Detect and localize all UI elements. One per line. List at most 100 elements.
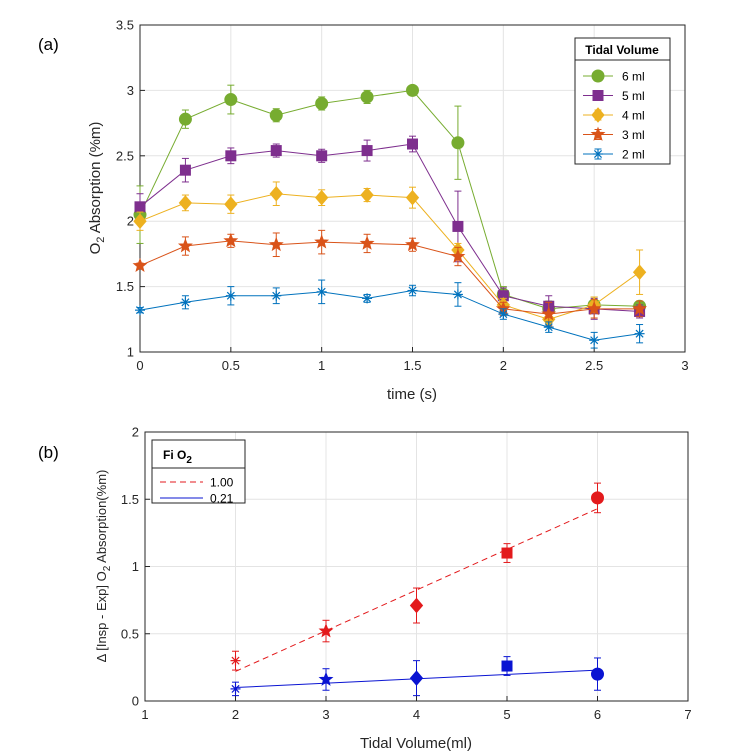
panel-a-data-point xyxy=(362,293,373,304)
panel-a-data-point xyxy=(269,185,283,202)
panel-b-ticks: 1 2 3 4 5 6 7 0 0.5 1 1.5 2 xyxy=(121,425,692,723)
panel-b-x-tick-label: 1 xyxy=(141,707,148,722)
panel-a-legend-label: 5 ml xyxy=(622,89,645,103)
panel-a-data-point-stroke-d2 xyxy=(408,286,417,295)
panel-a-legend-item-2-ml: 2 ml xyxy=(583,148,645,162)
panel-a-legend-marker-stroke-d2 xyxy=(593,149,603,159)
panel-a-legend-item-3-ml: 3 ml xyxy=(583,126,645,142)
panel-a-series-line-2-ml xyxy=(139,290,640,341)
panel-a-data-point-stroke-d2 xyxy=(363,294,372,303)
panel-a-data-point xyxy=(132,257,148,273)
panel-a-data-point-shape xyxy=(315,189,329,206)
panel-a-data-point xyxy=(178,195,193,211)
panel-a-data-point-shape xyxy=(632,264,647,280)
panel-b-data-point xyxy=(501,660,513,672)
panel-b-series xyxy=(230,482,604,697)
panel-a-data-point xyxy=(634,328,645,339)
panel-a-data-point-shape xyxy=(359,235,375,250)
panel-a-x-tick-label: 2.5 xyxy=(585,358,603,373)
panel-b-y-tick-label: 0.5 xyxy=(121,626,139,641)
panel-a-series-line-6-ml xyxy=(139,89,640,310)
panel-b-data-point xyxy=(409,597,424,614)
panel-a-legend-marker xyxy=(590,126,606,141)
panel-b-fit-line xyxy=(235,508,598,672)
panel-a-data-point xyxy=(271,290,282,301)
panel-a-x-tick-label: 0 xyxy=(136,358,143,373)
panel-a-legend-marker xyxy=(593,149,603,159)
panel-a-data-point-shape xyxy=(451,136,465,150)
panel-a-data-point xyxy=(315,189,329,206)
panel-b-legend: Fi O2 1.00 0.21 xyxy=(151,439,246,506)
panel-a-data-point xyxy=(589,335,600,346)
panel-a-x-tick-label: 3 xyxy=(681,358,688,373)
panel-a-data-point xyxy=(268,236,284,252)
panel-a-legend-marker xyxy=(591,69,605,83)
panel-a-data-point xyxy=(586,301,602,316)
panel-a-data-point-shape xyxy=(405,236,420,252)
panel-a-data-point xyxy=(361,145,373,157)
panel-a-legend-marker xyxy=(592,90,604,101)
panel-b-data-point-shape xyxy=(409,670,424,686)
panel-b-legend-item-0-21: 0.21 xyxy=(160,492,234,506)
panel-b-y-axis-title: Δ [Insp - Exp] O2 Absorption(%m) xyxy=(94,470,113,663)
panel-a-legend-label: 3 ml xyxy=(622,128,645,142)
panel-a-data-point-shape xyxy=(133,213,147,229)
panel-a-y-tick-label: 1 xyxy=(127,345,134,360)
panel-b-data-point xyxy=(591,491,604,505)
panel-a-data-point-shape xyxy=(134,201,146,213)
panel-b-x-tick-label: 3 xyxy=(322,707,329,722)
panel-a-data-point-shape xyxy=(179,164,191,176)
panel-a-data-point-shape xyxy=(224,93,238,107)
panel-a-data-point-stroke-d2 xyxy=(272,291,281,300)
panel-a-label: (a) xyxy=(38,35,59,54)
panel-b-legend-items: 1.00 0.21 xyxy=(160,476,234,506)
panel-a-data-point xyxy=(498,309,509,320)
panel-b-y-tick-label: 1.5 xyxy=(121,492,139,507)
panel-a-data-point-shape xyxy=(224,196,238,212)
panel-a-data-point xyxy=(452,220,464,232)
panel-a-data-point-shape xyxy=(316,150,328,162)
panel-a-data-point xyxy=(315,96,329,110)
panel-a-data-point xyxy=(407,285,418,296)
panel-b-legend-title: Fi O2 xyxy=(163,448,192,466)
panel-a-data-point-shape xyxy=(178,112,192,126)
panel-a-data-point-shape xyxy=(405,189,420,206)
panel-a-data-point xyxy=(314,234,330,249)
panel-a-data-point xyxy=(178,112,192,126)
panel-a-data-point-shape xyxy=(270,145,282,157)
panel-b-data-point-shape xyxy=(318,671,334,686)
panel-a-data-point-stroke-d2 xyxy=(317,287,326,296)
panel-b-data-point-shape xyxy=(501,547,513,559)
panel-a-data-point-stroke-d2 xyxy=(635,329,644,338)
panel-a-series-line-4-ml xyxy=(139,193,640,320)
panel-a-data-point-shape xyxy=(315,96,329,110)
panel-a-data-point xyxy=(407,138,418,150)
panel-a-data-point-shape xyxy=(223,232,239,248)
panel-a-data-point xyxy=(180,297,191,308)
panel-a-data-point xyxy=(452,289,463,300)
panel-b-legend-label: 1.00 xyxy=(210,476,234,490)
panel-a-data-point xyxy=(316,286,327,297)
panel-a-x-tick-label: 2 xyxy=(500,358,507,373)
panel-a-data-point xyxy=(359,235,375,250)
panel-b-legend-label: 0.21 xyxy=(210,492,234,506)
panel-a-x-tick-label: 1.5 xyxy=(403,358,421,373)
panel-b-series-1-00 xyxy=(230,482,604,672)
panel-a-data-point xyxy=(225,290,236,301)
panel-a-data-point xyxy=(360,187,374,203)
panel-a-data-point xyxy=(224,196,238,212)
panel-a-data-point-shape xyxy=(360,187,374,203)
panel-a-series-line-5-ml xyxy=(139,143,640,312)
panel-b-x-tick-label: 6 xyxy=(594,707,601,722)
panel-a-data-point xyxy=(177,238,193,253)
panel-a-data-point xyxy=(269,108,283,122)
panel-a-y-tick-label: 3 xyxy=(127,83,134,98)
panel-a-y-tick-label: 2 xyxy=(127,214,134,229)
panel-a-data-point-shape xyxy=(269,185,283,202)
panel-b-data-point xyxy=(318,623,334,638)
panel-a-legend-label: 4 ml xyxy=(622,109,645,123)
panel-a-data-point-shape xyxy=(360,90,374,104)
panel-b-data-point-shape xyxy=(501,660,513,672)
panel-a-chart: (a) 0 0.5 1 1.5 2 2.5 3 1 1.5 2 2.5 3 3.5 time (s) O… xyxy=(38,18,689,404)
panel-a-data-point-stroke-d2 xyxy=(544,323,553,332)
